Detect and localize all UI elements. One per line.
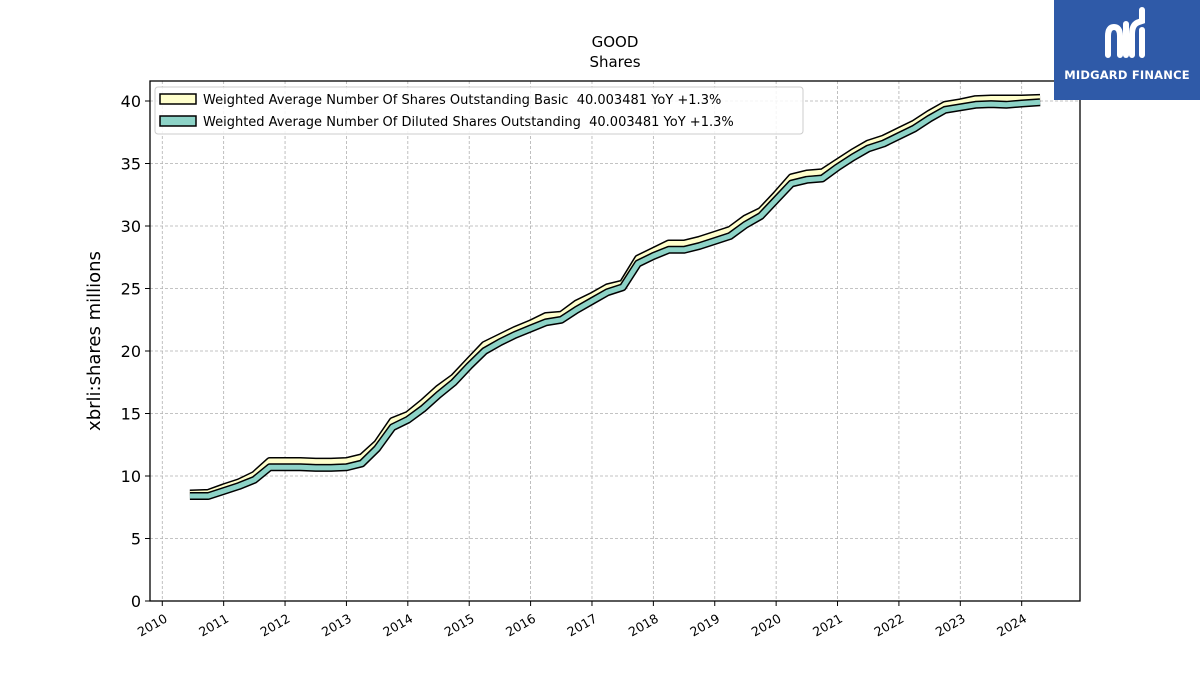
y-tick-label: 0 xyxy=(131,592,141,611)
legend-label-diluted: Weighted Average Number Of Diluted Share… xyxy=(203,115,734,130)
x-tick-label: 2023 xyxy=(933,611,968,640)
x-tick-label: 2010 xyxy=(135,611,170,640)
x-tick-label: 2022 xyxy=(871,611,906,640)
y-tick-label: 5 xyxy=(131,530,141,549)
ticks: 0 5 10 15 20 25 30 35 40 2010 2011 2012 2013 2014 2015… xyxy=(121,92,1030,640)
legend: Weighted Average Number Of Shares Outsta… xyxy=(154,86,804,135)
x-tick-label: 2015 xyxy=(442,611,477,640)
series-line-diluted xyxy=(189,99,1041,499)
series-line-basic-outline xyxy=(189,93,1041,498)
legend-box xyxy=(154,86,804,135)
x-tick-label: 2021 xyxy=(810,611,845,640)
y-tick-label: 35 xyxy=(121,155,141,174)
logo-mark-icon xyxy=(1105,7,1145,58)
x-tick-label: 2018 xyxy=(626,611,661,640)
legend-label-basic: Weighted Average Number Of Shares Outsta… xyxy=(203,93,721,108)
y-tick-label: 30 xyxy=(121,217,141,236)
y-tick-label: 10 xyxy=(121,467,141,486)
x-tick-label: 2017 xyxy=(564,611,599,640)
x-tick-label: 2024 xyxy=(994,611,1029,640)
y-tick-label: 25 xyxy=(121,280,141,299)
x-tick-label: 2012 xyxy=(257,611,292,640)
series-layer xyxy=(189,93,1041,500)
legend-swatch-basic xyxy=(159,93,197,105)
chart-title: GOOD xyxy=(592,33,639,51)
y-tick-label: 20 xyxy=(121,342,141,361)
x-tick-label: 2013 xyxy=(319,611,354,640)
x-tick-label: 2011 xyxy=(196,611,231,640)
legend-swatch-diluted xyxy=(159,115,197,127)
y-tick-label: 40 xyxy=(121,92,141,111)
y-tick-label: 15 xyxy=(121,405,141,424)
x-tick-label: 2016 xyxy=(503,611,538,640)
logo-text: MIDGARD FINANCE xyxy=(1064,68,1190,82)
chart-subtitle: Shares xyxy=(589,53,640,71)
plot-frame xyxy=(149,80,1081,602)
grid xyxy=(150,81,1080,602)
series-line-diluted-outline xyxy=(189,98,1041,500)
midgard-finance-logo: MIDGARD FINANCE xyxy=(1054,0,1200,100)
y-axis-label: xbrli:shares millions xyxy=(84,251,105,431)
series-line-basic xyxy=(189,95,1041,496)
x-tick-label: 2020 xyxy=(749,611,784,640)
x-tick-label: 2019 xyxy=(687,611,722,640)
x-tick-label: 2014 xyxy=(380,611,415,640)
